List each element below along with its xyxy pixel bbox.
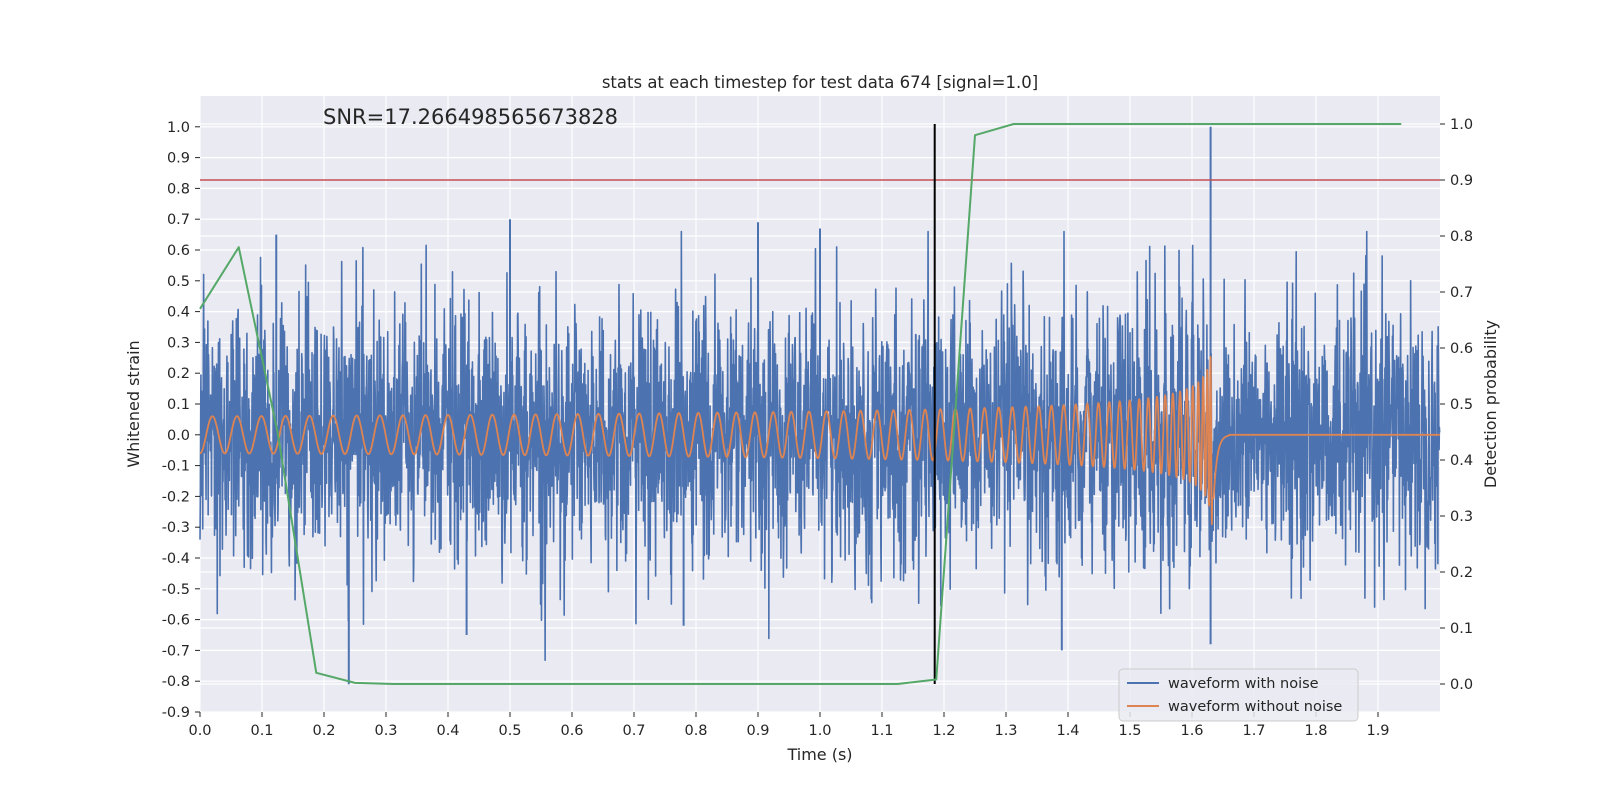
x-tick-label: 1.4 — [1056, 723, 1079, 739]
y-tick-label-left: 0.4 — [167, 305, 190, 321]
y-tick-label-left: -0.9 — [162, 705, 190, 721]
y-tick-label-right: 0.9 — [1450, 173, 1473, 189]
snr-annotation: SNR=17.266498565673828 — [323, 105, 618, 129]
legend-label-noise: waveform with noise — [1168, 676, 1319, 692]
x-tick-label: 1.1 — [870, 723, 893, 739]
x-tick-label: 1.2 — [932, 723, 955, 739]
y-tick-label-left: -0.4 — [162, 551, 190, 567]
y-tick-label-left: 0.8 — [167, 181, 190, 197]
x-tick-label: 0.7 — [622, 723, 645, 739]
y-tick-label-right: 0.0 — [1450, 677, 1473, 693]
y-tick-label-left: -0.8 — [162, 674, 190, 690]
y-tick-label-left: 0.2 — [167, 366, 190, 382]
x-tick-label: 0.4 — [436, 723, 459, 739]
y-tick-label-left: -0.2 — [162, 489, 190, 505]
series-line-clean — [199, 355, 1441, 526]
y-tick-label-right: 0.3 — [1450, 509, 1473, 525]
x-tick-label: 1.8 — [1304, 723, 1327, 739]
y-tick-label-left: 0.9 — [167, 151, 190, 167]
y-tick-label-right: 0.5 — [1450, 397, 1473, 413]
y-tick-label-right: 0.8 — [1450, 229, 1473, 245]
y-tick-label-left: 0.0 — [167, 428, 190, 444]
x-tick-label: 0.6 — [560, 723, 583, 739]
legend-box — [1118, 668, 1359, 722]
x-tick-label: 1.5 — [1118, 723, 1141, 739]
legend: waveform with noise waveform without noi… — [1118, 668, 1359, 722]
x-tick-label: 1.7 — [1242, 723, 1265, 739]
y-tick-label-left: 1.0 — [167, 120, 190, 136]
x-tick-label: 1.3 — [994, 723, 1017, 739]
y-axis-title-left: Whitened strain — [124, 340, 143, 467]
x-tick-label: 0.3 — [374, 723, 397, 739]
chart-title: stats at each timestep for test data 674… — [602, 73, 1038, 92]
x-axis-title: Time (s) — [786, 745, 852, 764]
y-tick-label-left: 0.3 — [167, 335, 190, 351]
x-tick-label: 0.1 — [250, 723, 273, 739]
x-tick-label: 0.2 — [312, 723, 335, 739]
series-line-probability — [199, 123, 1402, 685]
y-axis-title-right: Detection probability — [1481, 320, 1500, 488]
y-tick-label-left: -0.1 — [162, 459, 190, 475]
y-tick-label-left: 0.7 — [167, 212, 190, 228]
y-tick-label-left: -0.3 — [162, 520, 190, 536]
axes: 0.0 0.1 0.2 0.3 0.4 0.5 0.6 0.7 0.8 0.9 1.0 1.1 1.2 1… — [162, 117, 1473, 739]
x-tick-label: 1.0 — [808, 723, 831, 739]
legend-label-clean: waveform without noise — [1168, 699, 1342, 715]
y-tick-label-left: -0.5 — [162, 582, 190, 598]
x-tick-label: 0.0 — [188, 723, 211, 739]
y-tick-label-right: 0.6 — [1450, 341, 1473, 357]
y-tick-label-right: 1.0 — [1450, 117, 1473, 133]
y-tick-label-left: 0.1 — [167, 397, 190, 413]
x-tick-label: 1.6 — [1180, 723, 1203, 739]
y-tick-label-left: 0.5 — [167, 274, 190, 290]
x-tick-label: 1.9 — [1366, 723, 1389, 739]
y-tick-label-right: 0.4 — [1450, 453, 1473, 469]
y-tick-label-right: 0.7 — [1450, 285, 1473, 301]
x-tick-label: 0.5 — [498, 723, 521, 739]
y-tick-label-left: -0.7 — [162, 643, 190, 659]
x-tick-label: 0.9 — [746, 723, 769, 739]
x-tick-label: 0.8 — [684, 723, 707, 739]
y-tick-label-right: 0.2 — [1450, 565, 1473, 581]
y-tick-label-right: 0.1 — [1450, 621, 1473, 637]
y-tick-label-left: -0.6 — [162, 613, 190, 629]
y-tick-label-left: 0.6 — [167, 243, 190, 259]
data-layer — [199, 123, 1441, 685]
